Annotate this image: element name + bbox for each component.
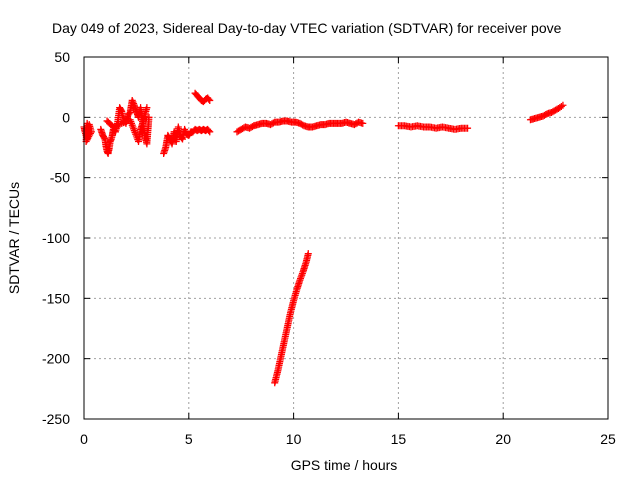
data-point-pass-2 [129,98,137,106]
axis-ticks: 0 5 10 15 20 25 50 0 -50 -100 -150 -200 -250 [42,49,616,447]
data-point-pass-7 [304,250,312,258]
chart-title: Day 049 of 2023, Sidereal Day-to-day VTE… [52,20,562,36]
data-point-pass-9 [559,101,567,109]
data-point-pass-2 [128,96,136,104]
data-point-pass-4 [181,125,189,133]
x-tick-label: 0 [80,431,88,447]
data-point-pass-4 [205,127,213,135]
y-tick-label: 0 [62,109,70,125]
data-point-pass-1 [84,130,92,138]
data-point-pass-3 [116,120,124,128]
x-tick-label: 15 [391,431,407,447]
y-axis-label: SDTVAR / TECUs [6,182,22,294]
y-tick-label: -50 [50,170,70,186]
x-tick-label: 5 [185,431,193,447]
y-tick-label: -150 [42,290,70,306]
data-points [80,89,567,387]
x-axis-label: GPS time / hours [291,457,398,473]
data-point-pass-3 [145,113,153,121]
data-point-pass-3 [119,119,127,127]
data-point-pass-2 [143,104,151,112]
data-point-pass-4 [181,127,189,135]
data-point-pass-3 [111,122,119,130]
x-tick-label: 20 [495,431,511,447]
data-point-pass-2 [100,134,108,142]
y-tick-label: -250 [42,411,70,427]
data-point-pass-2 [130,100,138,108]
data-point-pass-2 [117,106,125,114]
data-point-pass-9 [557,102,565,110]
data-point-pass-6 [359,119,367,127]
data-point-pass-3 [113,122,121,130]
x-tick-label: 10 [286,431,302,447]
data-point-pass-4 [206,128,214,136]
data-point-pass-3 [114,121,122,129]
y-tick-label: 50 [54,49,70,65]
data-point-pass-3 [109,123,117,131]
grid-lines [84,57,608,419]
y-tick-label: -100 [42,230,70,246]
x-tick-label: 25 [600,431,616,447]
data-point-pass-8 [464,124,472,132]
y-tick-label: -200 [42,351,70,367]
data-point-pass-5 [205,95,213,103]
data-point-pass-3 [118,119,126,127]
data-point-pass-5 [206,96,214,104]
